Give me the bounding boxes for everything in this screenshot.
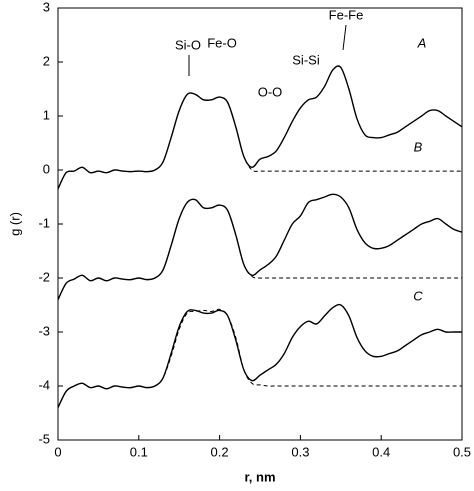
x-tick-label: 0.5 <box>453 444 471 459</box>
x-axis-label: r, nm <box>244 469 275 484</box>
annotation: B <box>414 139 423 154</box>
dashed-curve <box>57 198 462 300</box>
x-tick-label: 0.1 <box>130 444 148 459</box>
y-tick-label: 0 <box>43 161 50 176</box>
x-tick-label: 0.3 <box>291 444 309 459</box>
annotation: C <box>413 288 423 303</box>
annotation: O-O <box>258 84 283 99</box>
dashed-curve <box>57 92 462 190</box>
y-tick-label: -5 <box>38 431 50 446</box>
y-tick-label: -3 <box>38 323 50 338</box>
annotation: A <box>417 35 427 50</box>
annotation: Si-O <box>175 37 201 52</box>
x-tick-label: 0.2 <box>211 444 229 459</box>
y-tick-label: 3 <box>43 0 50 14</box>
solid-curve <box>57 303 462 408</box>
y-axis-label: g (r) <box>7 212 22 236</box>
y-tick-label: -4 <box>38 377 50 392</box>
solid-curve <box>57 193 463 300</box>
dashed-curve <box>57 308 462 408</box>
solid-curve <box>57 65 463 190</box>
annotation: Fe-O <box>207 35 237 50</box>
y-tick-label: -2 <box>38 269 50 284</box>
y-tick-label: 1 <box>43 107 50 122</box>
x-tick-label: 0 <box>54 444 61 459</box>
y-tick-label: 2 <box>43 53 50 68</box>
x-tick-label: 0.4 <box>372 444 390 459</box>
annotation-leader <box>342 24 347 51</box>
annotation: Si-Si <box>292 52 320 67</box>
annotation: Fe-Fe <box>329 7 364 22</box>
y-tick-label: -1 <box>38 215 50 230</box>
